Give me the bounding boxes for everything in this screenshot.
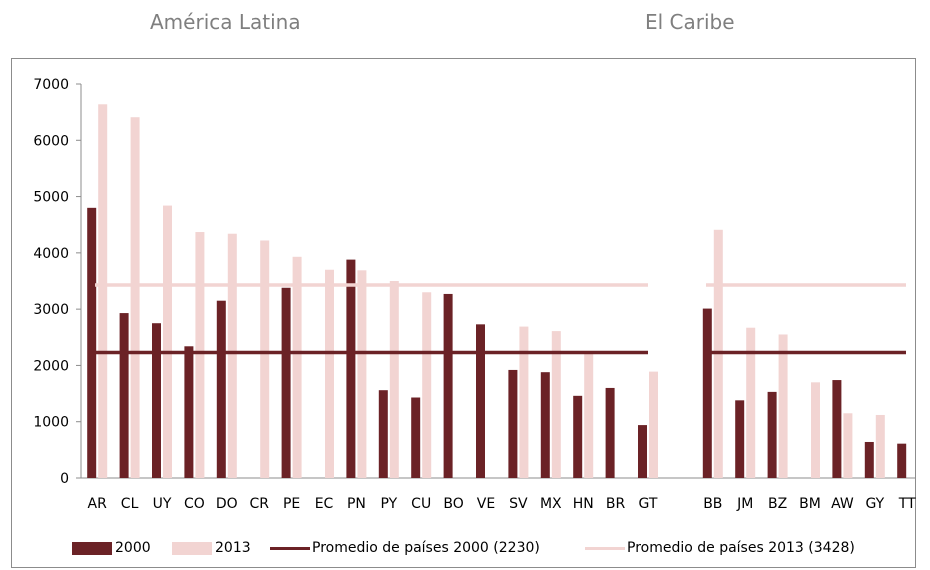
group-title-america-latina: América Latina bbox=[150, 10, 301, 34]
legend-item-2013: 2013 bbox=[172, 540, 251, 556]
x-tick-label-ar: AR bbox=[88, 496, 108, 512]
bar-2013-gy bbox=[875, 414, 885, 478]
bar-2013-pe bbox=[292, 256, 302, 478]
x-tick-label-bz: BZ bbox=[768, 496, 787, 512]
y-tick-label: 1000 bbox=[33, 415, 69, 431]
x-tick-label-mx: MX bbox=[540, 496, 562, 512]
bar-2000-do bbox=[216, 300, 226, 478]
x-tick-label-sv: SV bbox=[509, 496, 528, 512]
y-tick-label: 6000 bbox=[33, 133, 69, 149]
group-title-el-caribe: El Caribe bbox=[645, 10, 735, 34]
bar-2013-gt bbox=[649, 371, 658, 478]
bar-2013-aw bbox=[843, 413, 853, 478]
bar-2000-py bbox=[378, 390, 388, 478]
bar-2013-ec bbox=[325, 269, 334, 478]
x-tick-label-py: PY bbox=[380, 496, 397, 512]
x-tick-label-bb: BB bbox=[703, 496, 722, 512]
bar-2000-br bbox=[605, 387, 615, 478]
x-tick-label-bo: BO bbox=[443, 496, 463, 512]
bar-2000-gy bbox=[864, 441, 874, 478]
bar-2000-mx bbox=[540, 372, 550, 478]
x-tick-label-ve: VE bbox=[477, 496, 495, 512]
bar-2013-pn bbox=[357, 270, 367, 478]
x-tick-label-cu: CU bbox=[411, 496, 431, 512]
legend-swatch-avg-2013 bbox=[585, 546, 625, 550]
bar-2000-aw bbox=[832, 380, 842, 478]
legend-label-avg-2013: Promedio de países 2013 (3428) bbox=[627, 540, 855, 556]
legend-item-avg-2013: Promedio de países 2013 (3428) bbox=[585, 540, 855, 556]
bar-2013-cl bbox=[130, 117, 140, 479]
bar-2000-co bbox=[184, 346, 194, 478]
bar-2013-py bbox=[389, 281, 399, 478]
bar-2013-bz bbox=[778, 334, 788, 478]
legend-label-2013: 2013 bbox=[215, 540, 251, 556]
x-tick-label-hn: HN bbox=[573, 496, 594, 512]
x-tick-label-gy: GY bbox=[865, 496, 884, 512]
chart-frame bbox=[11, 58, 916, 568]
bar-2000-pn bbox=[346, 259, 356, 478]
x-tick-label-uy: UY bbox=[153, 496, 172, 512]
bar-2000-bb bbox=[702, 308, 712, 478]
bar-2000-bz bbox=[767, 391, 777, 478]
bar-2000-bo bbox=[443, 293, 453, 478]
x-tick-label-tt: TT bbox=[898, 496, 916, 512]
bar-2013-jm bbox=[746, 327, 756, 478]
bar-2000-tt bbox=[897, 443, 907, 478]
bar-2000-ar bbox=[87, 207, 97, 479]
bar-2013-ar bbox=[98, 104, 108, 479]
y-tick-label: 7000 bbox=[33, 77, 69, 93]
bar-2013-co bbox=[195, 232, 205, 478]
x-tick-label-cl: CL bbox=[121, 496, 139, 512]
legend-item-avg-2000: Promedio de países 2000 (2230) bbox=[270, 540, 540, 556]
bar-2000-sv bbox=[508, 369, 518, 478]
bar-2013-cu bbox=[422, 292, 432, 478]
x-tick-label-bm: BM bbox=[799, 496, 821, 512]
bar-2013-sv bbox=[519, 326, 529, 478]
bar-2013-do bbox=[227, 233, 237, 478]
legend-label-2000: 2000 bbox=[115, 540, 151, 556]
bar-2000-jm bbox=[735, 400, 745, 478]
y-tick-label: 2000 bbox=[33, 358, 69, 374]
x-tick-label-ec: EC bbox=[315, 496, 334, 512]
bar-2000-cl bbox=[119, 313, 129, 478]
x-tick-label-pe: PE bbox=[283, 496, 300, 512]
legend-item-2000: 2000 bbox=[72, 540, 151, 556]
x-tick-label-co: CO bbox=[184, 496, 205, 512]
x-tick-label-aw: AW bbox=[831, 496, 854, 512]
y-tick-label: 4000 bbox=[33, 246, 69, 262]
bar-2013-cr bbox=[260, 240, 270, 478]
x-tick-label-jm: JM bbox=[736, 496, 753, 512]
bar-2000-cu bbox=[411, 397, 421, 478]
bar-2013-bm bbox=[811, 382, 820, 478]
x-tick-label-pn: PN bbox=[347, 496, 366, 512]
y-tick-label: 5000 bbox=[33, 190, 69, 206]
bar-2000-ve bbox=[476, 324, 485, 478]
x-tick-label-cr: CR bbox=[249, 496, 269, 512]
bar-2000-pe bbox=[281, 287, 291, 478]
x-tick-label-br: BR bbox=[606, 496, 626, 512]
x-tick-label-gt: GT bbox=[639, 496, 658, 512]
bar-2013-hn bbox=[584, 353, 594, 478]
y-tick-label: 0 bbox=[60, 471, 69, 487]
x-tick-label-do: DO bbox=[216, 496, 238, 512]
bar-2013-uy bbox=[163, 205, 172, 478]
legend-swatch-2013 bbox=[172, 541, 212, 555]
legend-label-avg-2000: Promedio de países 2000 (2230) bbox=[312, 540, 540, 556]
bar-2013-mx bbox=[551, 331, 561, 478]
legend-swatch-2000 bbox=[72, 541, 112, 555]
y-tick-label: 3000 bbox=[33, 302, 69, 318]
bar-2000-hn bbox=[573, 395, 583, 478]
bar-2000-uy bbox=[152, 323, 161, 478]
bar-2000-gt bbox=[638, 425, 647, 478]
legend-swatch-avg-2000 bbox=[270, 546, 310, 550]
